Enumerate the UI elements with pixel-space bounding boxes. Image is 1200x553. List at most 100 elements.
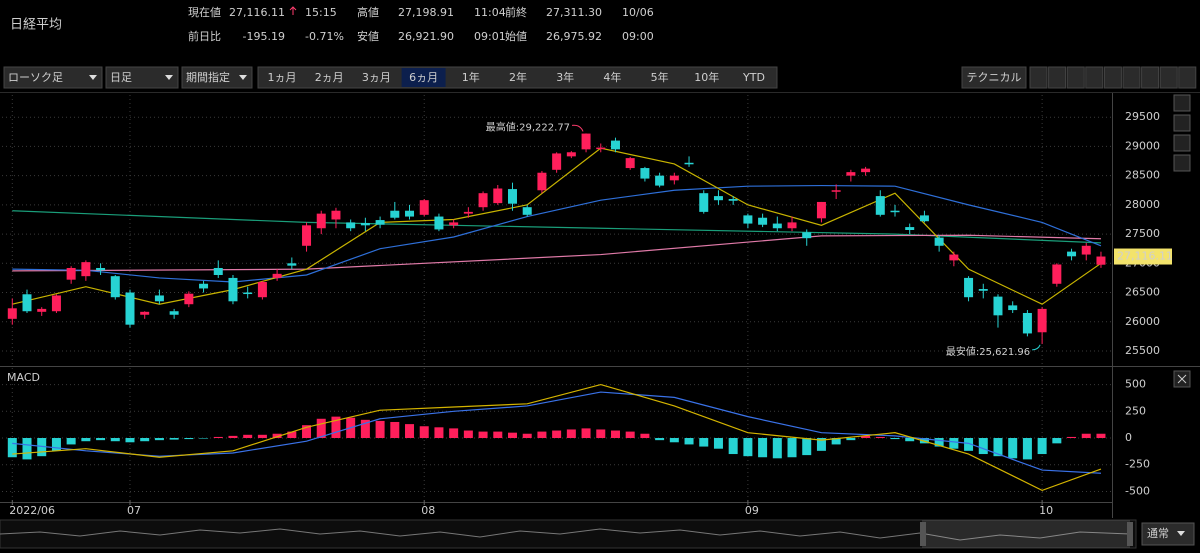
low-annotation: 最安値:25,621.96 (946, 345, 1030, 358)
macd-bar (375, 420, 385, 439)
macd-bar (51, 438, 61, 451)
range-button[interactable]: 1ヵ月 (268, 71, 297, 84)
candle-body (66, 267, 76, 280)
index-title: 日経平均 (10, 18, 62, 33)
tool-button[interactable] (1173, 154, 1191, 172)
macd-bar (596, 429, 606, 439)
candle-body (228, 277, 238, 302)
mode-dropdown[interactable] (1141, 522, 1195, 546)
macd-bar (861, 435, 871, 439)
tool-button[interactable] (1173, 134, 1191, 152)
tool-button[interactable] (1173, 94, 1191, 112)
candle-body (522, 207, 532, 215)
candle-body (816, 201, 826, 219)
macd-bar (110, 438, 120, 442)
panel-border (0, 92, 1200, 93)
candle-body (51, 295, 61, 312)
quote-label: 始値 (505, 29, 527, 43)
macd-bar (419, 426, 429, 439)
candle-body (978, 289, 988, 291)
panel-title: MACD (7, 371, 40, 384)
tool-icon[interactable] (1122, 66, 1141, 89)
macd-bar (184, 438, 194, 440)
macd-bar (169, 438, 179, 440)
macd-bar (1008, 438, 1018, 459)
candle-body (140, 311, 150, 315)
y-tick-label: 27500 (1125, 227, 1160, 240)
tool-icon[interactable] (1159, 66, 1178, 89)
macd-bar (493, 431, 503, 439)
candle-body (552, 153, 562, 170)
y-tick-label: 500 (1125, 378, 1146, 391)
macd-bar (713, 438, 723, 449)
navigator-handle[interactable] (1127, 522, 1133, 546)
macd-bar (66, 438, 76, 445)
range-button[interactable]: 3ヵ月 (362, 71, 391, 84)
candle-body (699, 193, 709, 212)
quote-extra: 09:00 (622, 30, 654, 43)
candle-body (375, 220, 385, 225)
candle-body (287, 263, 297, 266)
range-button[interactable]: 3年 (556, 70, 574, 84)
panel-divider (0, 366, 1200, 367)
tool-icon[interactable] (1085, 66, 1104, 89)
technical-label: テクニカル (967, 71, 1022, 84)
candle-body (875, 196, 885, 215)
dropdown-label: 日足 (110, 71, 132, 84)
side-tools[interactable] (1173, 94, 1191, 388)
candle-body (96, 267, 106, 271)
macd-bar (743, 438, 753, 457)
macd-bar (7, 438, 17, 458)
macd-bar (890, 438, 900, 440)
range-active[interactable] (401, 68, 446, 87)
navigator-track[interactable] (0, 519, 1137, 549)
technical-button[interactable] (961, 66, 1027, 89)
range-button[interactable]: YTD (742, 71, 765, 84)
tool-icon[interactable] (1103, 66, 1122, 89)
candle-body (684, 162, 694, 165)
tool-button[interactable] (1173, 114, 1191, 132)
candle-body (802, 232, 812, 239)
y-tick-label: 28000 (1125, 198, 1160, 211)
tool-icon[interactable] (1141, 66, 1160, 89)
dropdown[interactable] (181, 66, 253, 89)
candle-body (1008, 305, 1018, 311)
quote-extra: -0.71% (305, 30, 344, 43)
macd-bar (390, 421, 400, 439)
x-tick-label: 08 (421, 504, 435, 517)
candle-body (610, 140, 620, 150)
navigator-handle[interactable] (920, 522, 926, 546)
range-button[interactable]: 6ヵ月 (409, 71, 438, 84)
range-button[interactable]: 4年 (603, 70, 621, 84)
tool-icon[interactable] (1066, 66, 1085, 89)
navigator-window[interactable] (922, 520, 1130, 548)
moving-average (12, 147, 1102, 305)
macd-bar (154, 438, 164, 441)
candle-body (905, 227, 915, 230)
tool-icon[interactable] (1178, 66, 1197, 89)
macd-bar (360, 419, 370, 439)
high-arrow (571, 124, 584, 132)
navigator[interactable] (0, 519, 1137, 549)
axis-divider (1112, 93, 1113, 518)
range-group (257, 66, 778, 89)
candle-body (949, 254, 959, 261)
moving-average (12, 234, 1101, 272)
dropdown[interactable] (105, 66, 179, 89)
range-button[interactable]: 5年 (651, 70, 669, 84)
macd-bar (331, 416, 341, 439)
x-tick-label: 2022/06 (9, 504, 55, 517)
range-button[interactable]: 2ヵ月 (315, 71, 344, 84)
tool-icon[interactable] (1029, 66, 1048, 89)
candle-body (419, 200, 429, 215)
candle-body (22, 294, 32, 312)
dropdown[interactable] (3, 66, 103, 89)
tool-icon[interactable] (1048, 66, 1067, 89)
candle-body (1096, 256, 1106, 265)
range-button[interactable]: 1年 (462, 70, 480, 84)
range-button[interactable]: 2年 (509, 70, 527, 84)
range-button[interactable]: 10年 (694, 70, 719, 84)
x-tick-label: 10 (1039, 504, 1053, 517)
macd-bar (1096, 433, 1106, 439)
quote-label: 現在値 (188, 6, 221, 19)
